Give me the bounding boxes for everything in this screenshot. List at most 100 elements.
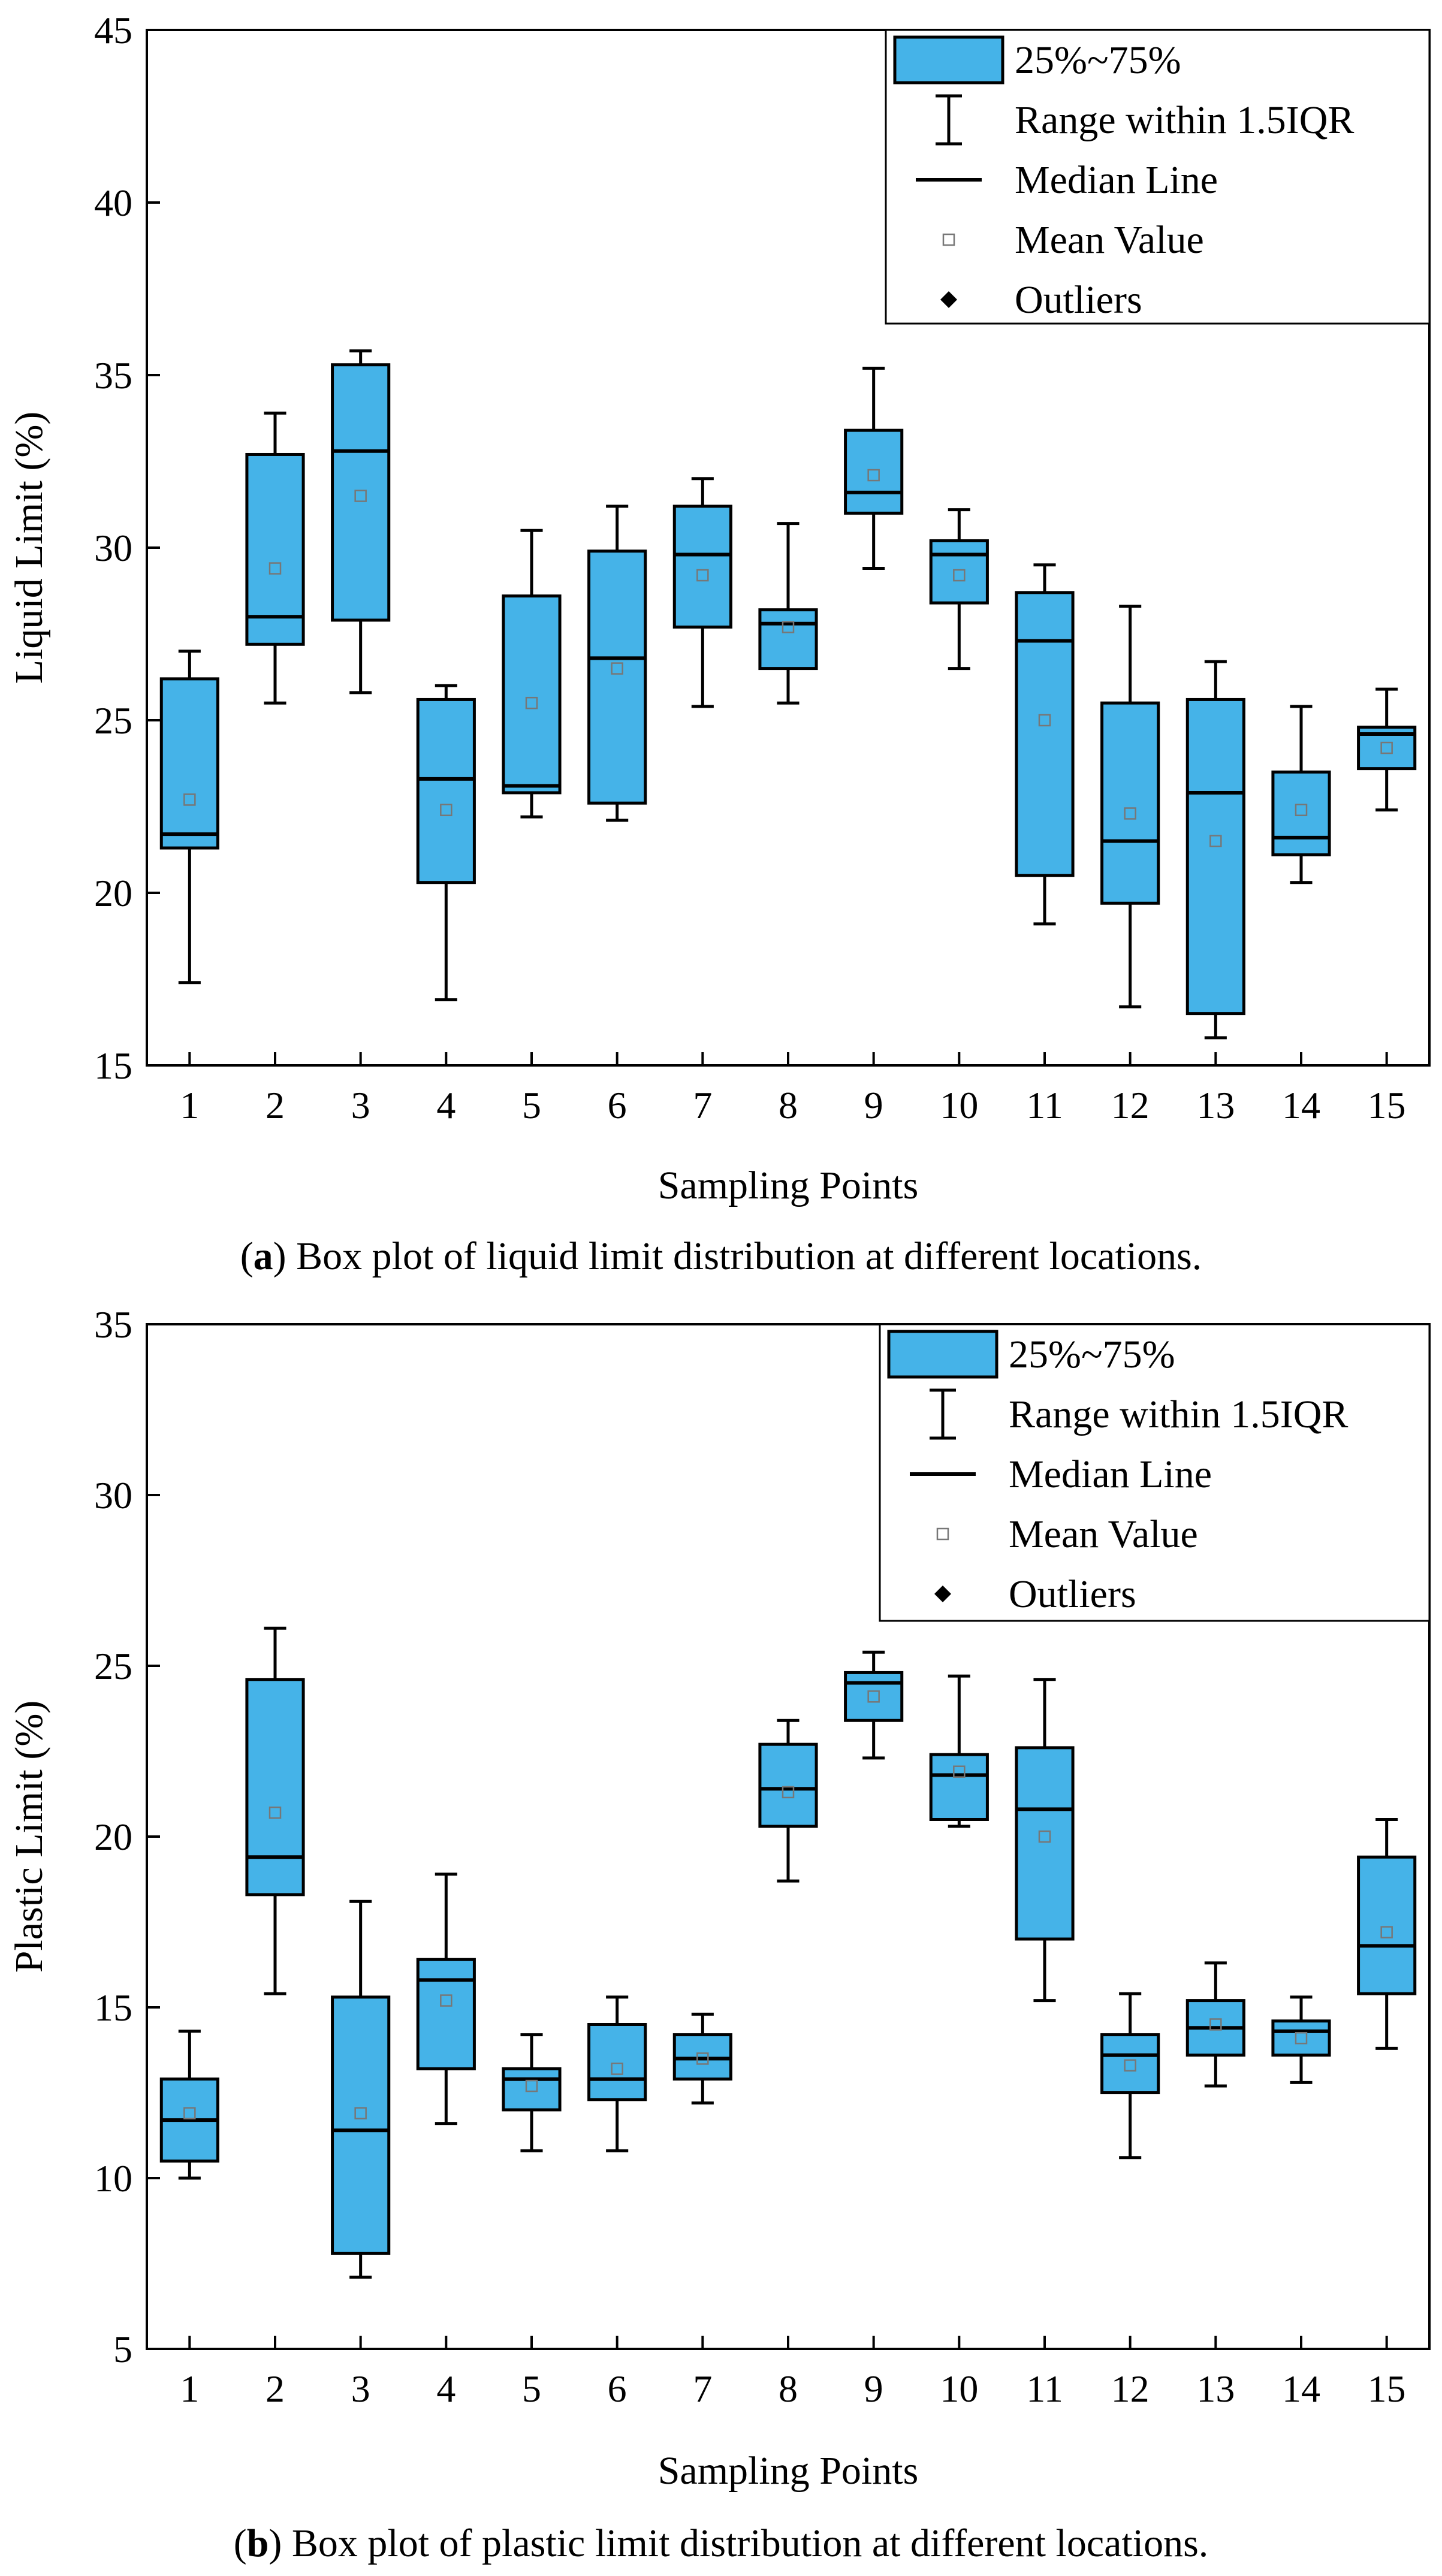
mean-marker: [269, 562, 282, 575]
box-point-8: [758, 1719, 818, 1883]
box-point-10: [929, 1674, 989, 1828]
x-tick-label: 10: [940, 2367, 978, 2410]
iqr-box: [929, 1753, 989, 1821]
x-tick-label: 5: [522, 2367, 541, 2410]
x-tick-label: 7: [693, 1084, 712, 1127]
mean-marker: [183, 2107, 196, 2119]
box-point-6: [587, 505, 647, 822]
mean-marker: [440, 1994, 452, 2007]
legend-mean-symbol: [942, 233, 955, 246]
mean-marker: [1038, 1830, 1051, 1843]
x-tick-label: 6: [608, 1084, 627, 1127]
caption-a: (a) Box plot of liquid limit distributio…: [240, 1234, 1202, 1278]
mean-marker: [953, 1765, 966, 1778]
iqr-box: [929, 539, 989, 605]
legend-label: 25%~75%: [1009, 1333, 1175, 1376]
iqr-box: [844, 428, 904, 515]
x-tick-label: 8: [779, 1084, 798, 1127]
x-tick-label: 2: [266, 2367, 285, 2410]
box-point-2: [245, 411, 305, 705]
y-tick-label: 10: [94, 2157, 132, 2200]
x-axis-title: Sampling Points: [658, 1164, 919, 1207]
x-tick-label: 7: [693, 2367, 712, 2410]
mean-marker: [1295, 2032, 1308, 2045]
x-tick-label: 8: [779, 2367, 798, 2410]
box-point-7: [672, 2012, 732, 2105]
x-tick-label: 13: [1196, 1084, 1235, 1127]
x-tick-label: 9: [864, 1084, 883, 1127]
legend-label: Outliers: [1009, 1572, 1136, 1616]
mean-marker: [782, 621, 795, 633]
mean-marker: [611, 662, 623, 675]
y-tick-label: 40: [94, 182, 132, 224]
mean-marker: [696, 569, 709, 582]
y-tick-label: 5: [113, 2328, 132, 2370]
y-tick-label: 25: [94, 1645, 132, 1687]
y-tick-label: 30: [94, 1474, 132, 1517]
mean-marker: [1209, 2018, 1222, 2031]
x-tick-label: 3: [351, 2367, 370, 2410]
y-tick-label: 35: [94, 354, 132, 397]
x-tick-label: 5: [522, 1084, 541, 1127]
x-tick-label: 2: [266, 1084, 285, 1127]
mean-marker: [1209, 835, 1222, 847]
mean-marker: [1124, 807, 1136, 820]
x-tick-label: 14: [1282, 1084, 1320, 1127]
iqr-box: [758, 1743, 818, 1828]
legend-label: Mean Value: [1009, 1512, 1198, 1556]
iqr-box: [245, 1678, 305, 1896]
mean-marker: [440, 804, 452, 817]
mean-marker: [696, 2052, 709, 2065]
box-point-6: [587, 1995, 647, 2152]
y-tick-label: 35: [94, 1303, 132, 1346]
x-tick-label: 12: [1111, 2367, 1150, 2410]
iqr-box: [1271, 2019, 1331, 2057]
box-point-8: [758, 522, 818, 705]
x-tick-label: 11: [1026, 2367, 1063, 2410]
x-tick-label: 1: [180, 2367, 199, 2410]
box-point-13: [1185, 1961, 1245, 2088]
mean-marker: [354, 2107, 367, 2119]
iqr-box: [844, 1671, 904, 1722]
box-point-4: [416, 684, 476, 1002]
iqr-box: [331, 363, 391, 622]
mean-marker: [1295, 804, 1308, 817]
iqr-box: [502, 594, 562, 795]
mean-marker: [1380, 1926, 1393, 1938]
legend-outlier-symbol: [940, 291, 957, 308]
legend: 25%~75% Range within 1.5IQR Median Line Mea…: [885, 29, 1431, 325]
box-point-10: [929, 508, 989, 671]
iqr-box: [159, 677, 219, 850]
box-point-9: [844, 1650, 904, 1760]
x-tick-label: 15: [1368, 1084, 1406, 1127]
box-point-4: [416, 1873, 476, 2125]
box-point-3: [331, 1899, 391, 2279]
iqr-box: [502, 2067, 562, 2112]
mean-marker: [867, 469, 880, 482]
mean-marker: [953, 569, 966, 582]
caption-b: (b) Box plot of plastic limit distributi…: [234, 2521, 1209, 2565]
y-tick-label: 15: [94, 1044, 132, 1087]
mean-marker: [782, 1786, 795, 1799]
mean-marker: [354, 490, 367, 502]
mean-marker: [525, 696, 538, 709]
mean-marker: [183, 793, 196, 806]
x-tick-label: 9: [864, 2367, 883, 2410]
y-tick-label: 45: [94, 9, 132, 52]
legend-label: Median Line: [1009, 1452, 1212, 1496]
y-tick-label: 15: [94, 1986, 132, 2029]
iqr-box: [587, 2023, 647, 2101]
legend-box-swatch: [887, 1330, 998, 1379]
box-point-5: [502, 2033, 562, 2152]
mean-marker: [1038, 714, 1051, 727]
box-point-15: [1357, 687, 1417, 812]
legend-mean-symbol: [936, 1527, 949, 1541]
legend-label: Range within 1.5IQR: [1015, 98, 1354, 142]
mean-marker: [525, 2079, 538, 2092]
legend-label: Mean Value: [1015, 218, 1204, 262]
y-tick-label: 25: [94, 699, 132, 742]
x-tick-label: 11: [1026, 1084, 1063, 1127]
box-point-11: [1015, 563, 1075, 926]
iqr-box: [587, 549, 647, 805]
